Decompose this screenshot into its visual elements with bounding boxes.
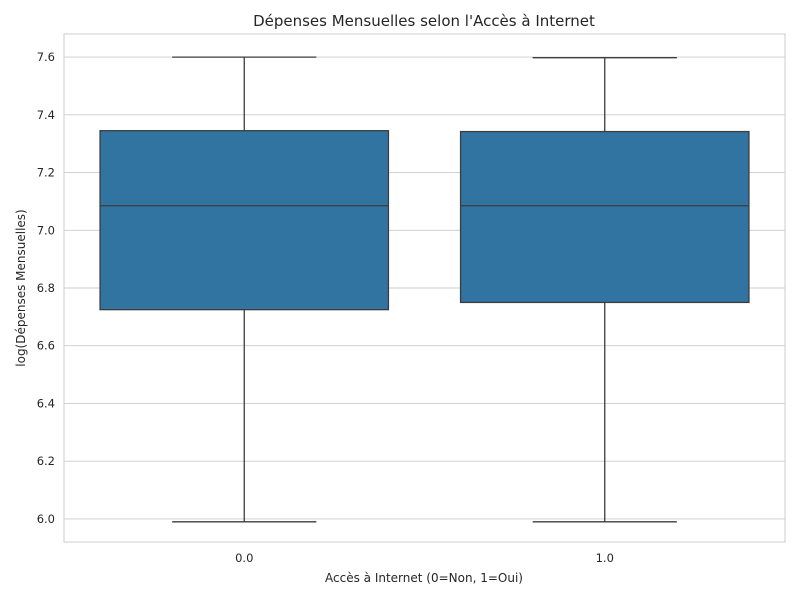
y-tick-label: 7.2 xyxy=(37,166,55,180)
y-tick-label: 7.6 xyxy=(37,50,55,64)
iqr-box xyxy=(459,130,750,304)
y-tick-label: 6.6 xyxy=(37,339,55,353)
x-axis-label: Accès à Internet (0=Non, 1=Oui) xyxy=(325,571,523,585)
y-tick-label: 6.4 xyxy=(37,396,55,410)
box-group-1.0 xyxy=(459,57,750,523)
y-tick-label: 7.0 xyxy=(37,223,55,237)
iqr-box xyxy=(99,130,390,311)
y-tick-label: 6.8 xyxy=(37,281,55,295)
y-tick-label: 7.4 xyxy=(37,108,55,122)
y-tick-label: 6.2 xyxy=(37,454,55,468)
x-tick-label: 0.0 xyxy=(235,551,253,565)
box-layer xyxy=(99,56,750,523)
chart-title: Dépenses Mensuelles selon l'Accès à Inte… xyxy=(253,12,595,30)
y-axis-label: log(Dépenses Mensuelles) xyxy=(14,209,28,366)
tick-layer: 6.0 6.2 6.4 6.6 6.8 7.0 7.2 7.4 7.6 0.0 1.0 xyxy=(37,50,614,565)
box-group-0.0 xyxy=(99,56,390,523)
x-tick-label: 1.0 xyxy=(596,551,614,565)
y-tick-label: 6.0 xyxy=(37,512,55,526)
plot-frame xyxy=(63,33,786,543)
